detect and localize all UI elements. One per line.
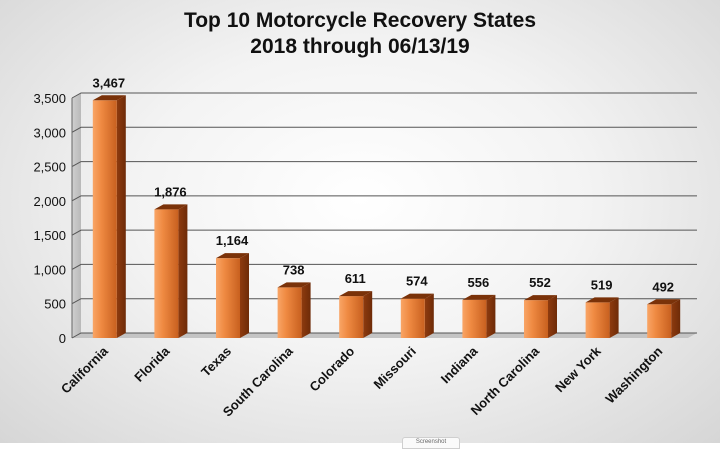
bar-top	[277, 282, 311, 288]
x-tick-label: Colorado	[306, 343, 357, 394]
bar-front	[277, 287, 302, 338]
chart-title: Top 10 Motorcycle Recovery States	[183, 9, 537, 32]
y-tick-label: 500	[44, 297, 66, 312]
gridline	[71, 195, 697, 202]
bar-front	[647, 304, 672, 338]
bar-front	[585, 302, 610, 338]
y-tick-label: 3,000	[33, 125, 66, 140]
bar-new-york	[585, 297, 619, 338]
x-tick-label: Indiana	[438, 343, 481, 386]
bar-side	[671, 299, 681, 338]
bar-side	[548, 295, 557, 338]
bar-top	[154, 204, 188, 210]
bar-top	[216, 253, 249, 259]
data-label: 1,164	[216, 233, 249, 248]
data-label: 492	[652, 279, 674, 294]
x-tick-label: New York	[552, 343, 604, 395]
bar-side	[240, 253, 249, 338]
data-label: 574	[406, 274, 428, 289]
bar-front	[339, 296, 364, 338]
bar-side	[486, 294, 496, 338]
bar-side	[424, 293, 434, 338]
data-label: 1,876	[154, 184, 187, 199]
bar-top	[400, 293, 434, 299]
bar-texas	[216, 253, 249, 338]
gridline	[71, 92, 697, 99]
data-label: 556	[468, 275, 490, 290]
y-tick-label: 3,500	[33, 91, 66, 106]
bar-south-carolina	[277, 282, 311, 338]
x-tick-label: Florida	[131, 343, 173, 385]
bar-colorado	[339, 291, 373, 338]
bar-top	[585, 297, 619, 303]
bar-front	[92, 100, 117, 339]
data-label: 738	[283, 262, 305, 277]
bar-top	[92, 95, 126, 101]
bar-side	[301, 282, 311, 338]
y-tick-label: 2,000	[33, 194, 66, 209]
y-tick-label: 1,500	[33, 228, 66, 243]
gridline	[71, 126, 697, 133]
data-label: 3,467	[93, 75, 126, 90]
bar-top	[524, 295, 557, 301]
bar-front	[462, 299, 487, 338]
x-tick-label: California	[58, 343, 112, 397]
left-wall	[72, 93, 81, 338]
data-label: 552	[529, 275, 551, 290]
bar-front	[524, 300, 548, 338]
gridline	[71, 229, 697, 236]
bar-top	[647, 299, 681, 305]
bar-side	[178, 204, 188, 338]
bar-indiana	[462, 294, 496, 338]
bar-side	[609, 297, 619, 338]
bar-washington	[647, 299, 681, 338]
screenshot-tab[interactable]: Screenshot	[402, 437, 460, 449]
bar-front	[400, 298, 425, 338]
y-tick-label: 2,500	[33, 160, 66, 175]
data-label: 519	[591, 277, 613, 292]
x-tick-label: Texas	[198, 344, 234, 380]
bar-front	[216, 258, 240, 338]
chart-subtitle: 2018 through 06/13/19	[250, 35, 470, 58]
x-tick-label: Missouri	[371, 344, 419, 392]
bar-top	[462, 294, 496, 300]
gridline	[71, 263, 697, 270]
x-tick-label: Washington	[602, 343, 665, 406]
bar-north-carolina	[524, 295, 557, 338]
bar-side	[116, 95, 126, 339]
y-tick-label: 1,000	[33, 262, 66, 277]
gridline	[71, 161, 697, 168]
bar-front	[154, 209, 179, 338]
bar-missouri	[400, 293, 434, 338]
bar-top	[339, 291, 373, 297]
data-label: 611	[345, 271, 366, 286]
y-tick-label: 0	[59, 331, 66, 346]
bar-california	[92, 95, 126, 339]
bar-side	[363, 291, 373, 338]
bar-florida	[154, 204, 188, 338]
